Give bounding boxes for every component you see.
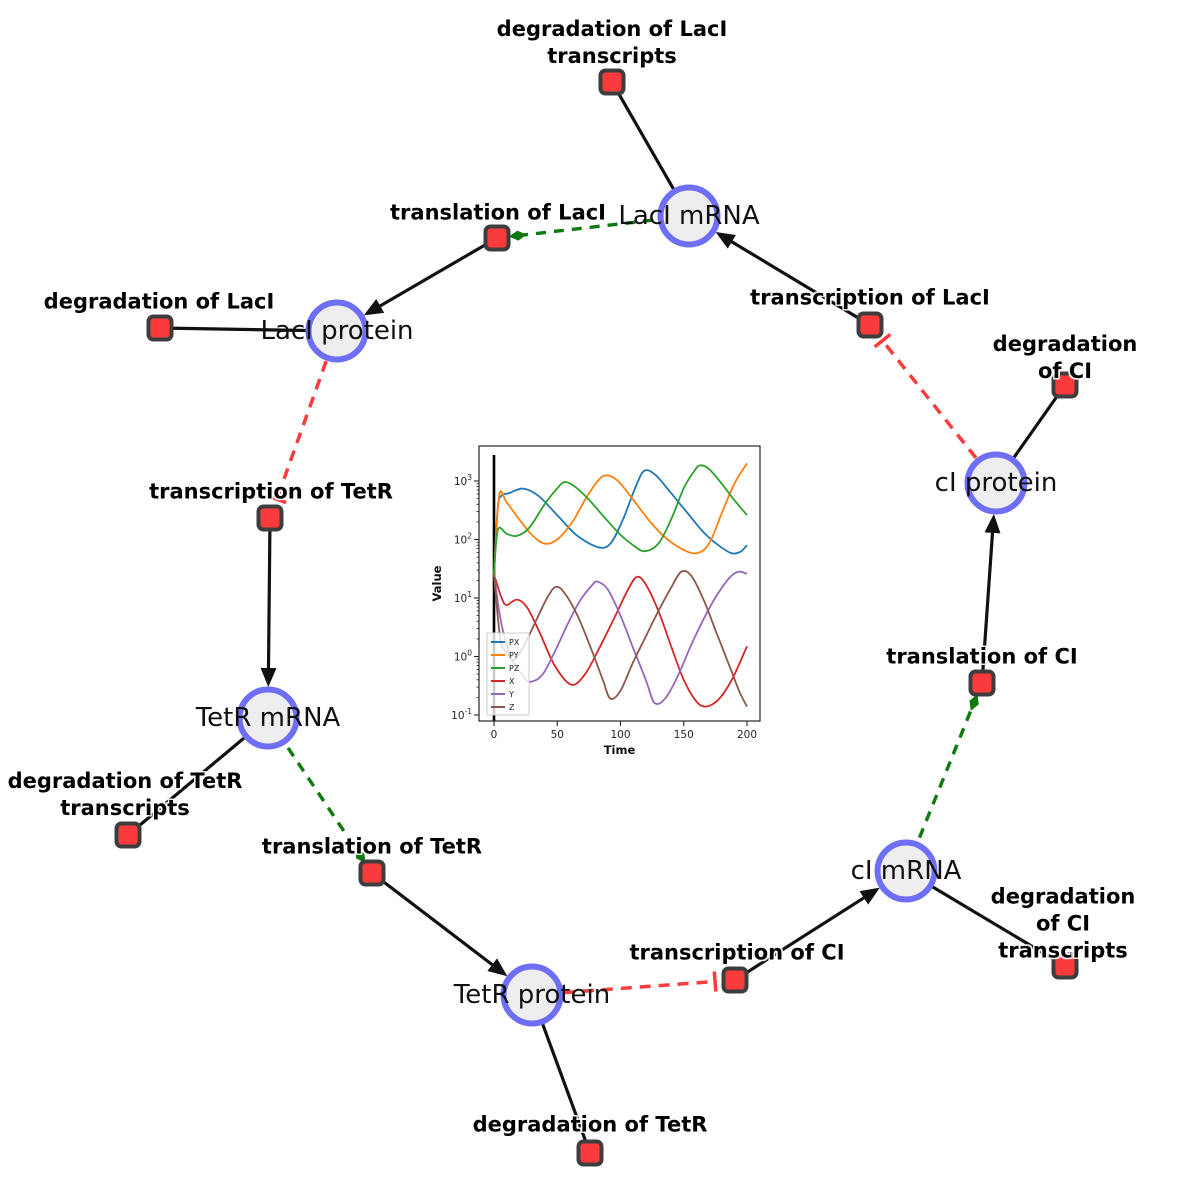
chart-frame (478, 445, 761, 722)
edge-inhibition-ci-protein-to-transcription-laci (873, 333, 978, 460)
edge-production-transcription-tetr-to-tetr-mrna (260, 517, 277, 688)
legend-label-x: X (509, 677, 515, 686)
legend-label-py: PY (509, 651, 519, 660)
reaction-node-transcription-laci (856, 311, 884, 339)
species-node-laci-protein (305, 299, 369, 363)
x-axis-ticks: 0 50 100 150 200 (491, 721, 757, 741)
edge-production-translation-ci-to-ci-protein (980, 513, 1001, 684)
edge-production-transcription-laci-to-laci-mrna (715, 231, 871, 327)
y-axis-ticks: 10-1 100 101 102 103 (451, 473, 479, 722)
x-tick-label: 150 (674, 729, 694, 741)
y-tick-label: 10-1 (451, 707, 472, 722)
series-line-pz (493, 464, 748, 575)
reaction-node-deg-ci (1051, 371, 1079, 399)
reaction-node-deg-tetr-transcripts (114, 821, 142, 849)
reaction-node-deg-laci (146, 314, 174, 342)
reaction-node-translation-ci (968, 669, 996, 697)
y-tick-label: 100 (454, 649, 472, 664)
legend-label-y: Y (508, 690, 514, 699)
chart-legend: PX PY PZ XYZ (486, 632, 530, 716)
series-line-x (493, 574, 748, 708)
edge-activation-ci-mrna-to-translation-ci (904, 694, 979, 872)
x-axis-label: Time (604, 743, 636, 757)
species-node-ci-protein (964, 451, 1028, 515)
y-tick-label: 103 (454, 473, 472, 488)
y-axis-label: Value (430, 565, 444, 601)
chart-series-group (493, 462, 748, 708)
edge-inhibition-laci-protein-to-transcription-tetr (266, 360, 328, 505)
edge-production-translation-laci-to-laci-protein (363, 236, 498, 316)
x-tick-label: 0 (491, 729, 498, 741)
species-node-laci-mrna (657, 184, 721, 248)
edge-inhibition-tetr-protein-to-transcription-ci (563, 971, 718, 995)
reaction-node-deg-ci-transcripts (1051, 952, 1079, 980)
x-tick-label: 100 (610, 729, 630, 741)
y-tick-label: 102 (454, 532, 472, 547)
series-line-py (493, 462, 748, 575)
y-tick-label: 101 (454, 590, 472, 605)
edge-production-translation-tetr-to-tetr-protein (371, 871, 508, 977)
reaction-node-transcription-tetr (256, 504, 284, 532)
reaction-node-translation-tetr (358, 859, 386, 887)
species-node-tetr-protein (500, 963, 564, 1027)
reaction-node-deg-tetr (576, 1139, 604, 1167)
species-node-ci-mrna (874, 839, 938, 903)
legend-label-pz: PZ (509, 664, 520, 673)
reaction-node-transcription-ci (721, 966, 749, 994)
legend-label-z: Z (509, 703, 515, 712)
species-node-tetr-mrna (236, 686, 300, 750)
edge-production-transcription-ci-to-ci-mrna (734, 887, 880, 982)
legend-label-px: PX (509, 638, 520, 647)
reaction-node-translation-laci (483, 224, 511, 252)
reaction-node-deg-laci-transcripts (598, 68, 626, 96)
x-tick-label: 50 (551, 729, 564, 741)
series-line-px (493, 469, 748, 575)
x-tick-label: 200 (737, 729, 757, 741)
